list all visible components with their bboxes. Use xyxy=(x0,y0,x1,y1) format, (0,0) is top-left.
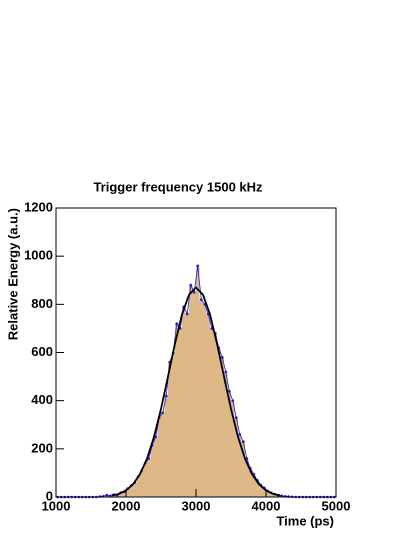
bar xyxy=(150,445,154,497)
y-tick-label: 600 xyxy=(31,344,53,359)
bar xyxy=(213,333,217,497)
y-tick-label: 1000 xyxy=(24,248,53,263)
bar xyxy=(196,265,200,497)
bar xyxy=(122,491,126,497)
y-tick-label: 200 xyxy=(31,440,53,455)
chart-title: Trigger frequency 1500 kHz xyxy=(93,179,263,194)
data-point xyxy=(164,394,168,398)
bar xyxy=(171,352,175,497)
bar xyxy=(241,441,245,497)
data-point xyxy=(105,493,109,497)
bar xyxy=(143,463,147,497)
bar xyxy=(248,468,252,497)
bar xyxy=(192,292,196,497)
bar xyxy=(252,474,256,497)
y-axis-label: Relative Energy (a.u.) xyxy=(5,208,20,340)
bar xyxy=(217,347,221,497)
data-point xyxy=(224,370,228,374)
bar xyxy=(154,436,158,497)
data-point xyxy=(280,494,284,498)
bar xyxy=(157,417,161,497)
data-point xyxy=(227,389,231,393)
bar xyxy=(259,484,263,497)
data-point xyxy=(189,283,193,287)
x-tick-label: 1000 xyxy=(42,498,71,513)
data-point xyxy=(231,399,235,402)
bar xyxy=(262,487,266,497)
data-point xyxy=(108,494,112,498)
data-point xyxy=(192,290,196,294)
bar xyxy=(245,458,249,497)
bar xyxy=(147,458,151,497)
y-tick-label: 0 xyxy=(46,488,53,503)
x-tick-label: 4000 xyxy=(252,498,281,513)
bar xyxy=(266,490,270,497)
data-point xyxy=(161,411,165,415)
bar xyxy=(126,488,130,497)
data-point xyxy=(234,416,238,419)
data-point xyxy=(238,433,242,436)
x-axis-label: Time (ps) xyxy=(276,513,334,528)
bar xyxy=(161,412,165,497)
bar xyxy=(255,480,259,497)
data-point xyxy=(220,356,224,359)
x-tick-label: 2000 xyxy=(112,498,141,513)
bar xyxy=(238,434,242,497)
x-tick-label: 3000 xyxy=(182,498,211,513)
bar xyxy=(220,357,224,497)
data-point xyxy=(199,298,203,301)
y-tick-label: 400 xyxy=(31,392,53,407)
bar xyxy=(168,362,172,497)
fit-curve xyxy=(111,286,281,497)
bar xyxy=(224,371,228,497)
x-tick-label: 5000 xyxy=(322,498,351,513)
data-point xyxy=(154,435,158,439)
bar xyxy=(164,395,168,497)
bar xyxy=(269,492,273,497)
bar xyxy=(185,313,189,497)
data-point xyxy=(241,440,245,443)
bar xyxy=(231,400,235,497)
bar xyxy=(136,476,140,497)
bar xyxy=(175,323,179,497)
data-point xyxy=(185,312,189,316)
y-tick-label: 1200 xyxy=(24,199,53,214)
bar xyxy=(178,328,182,497)
bar xyxy=(129,485,133,497)
bar xyxy=(273,494,277,497)
bar xyxy=(206,313,210,497)
data-point xyxy=(196,264,200,268)
bar xyxy=(199,299,203,497)
bar xyxy=(203,304,207,497)
bar xyxy=(133,482,137,497)
data-point xyxy=(175,322,179,325)
bar xyxy=(189,285,193,497)
bar xyxy=(210,328,214,497)
bar xyxy=(227,391,231,497)
y-tick-label: 800 xyxy=(31,296,53,311)
bar xyxy=(140,470,144,497)
bar xyxy=(182,306,186,497)
bar xyxy=(234,417,238,497)
bar xyxy=(119,492,123,497)
